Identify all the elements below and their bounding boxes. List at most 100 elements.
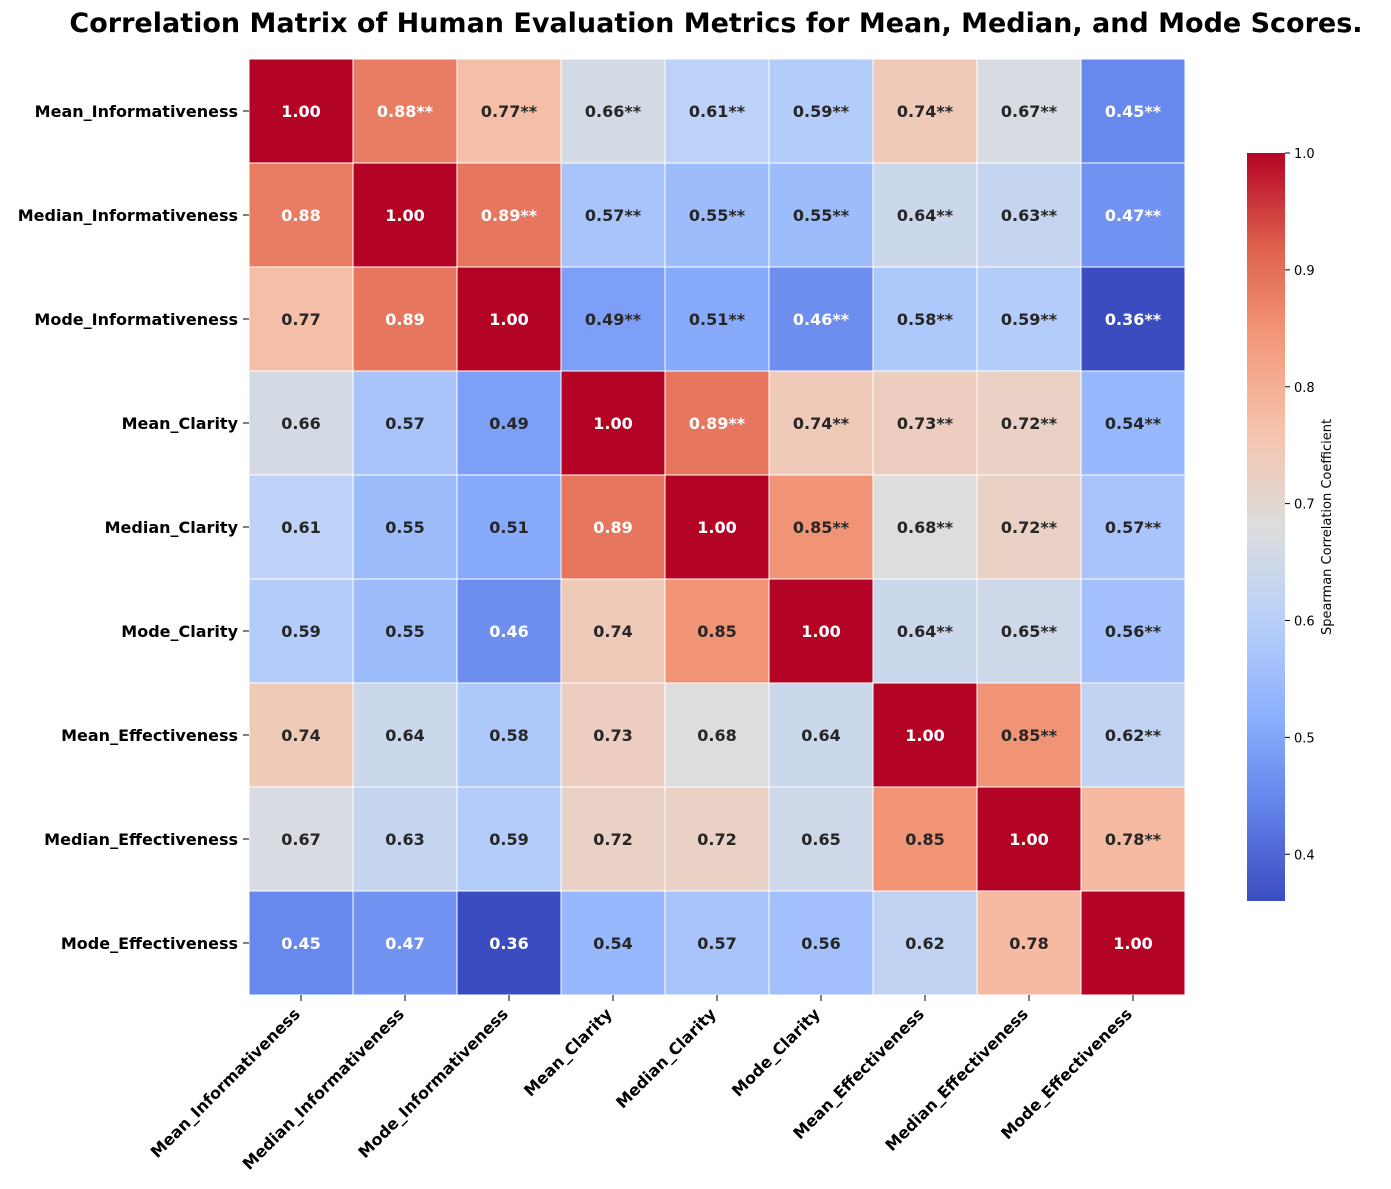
heatmap-cell <box>664 890 770 996</box>
heatmap-cell <box>664 786 770 892</box>
heatmap-cell <box>768 162 874 268</box>
heatmap-cell <box>456 786 562 892</box>
cell-value-label: 0.68** <box>897 518 954 537</box>
cell-value-label: 0.63 <box>385 830 424 849</box>
heatmap-cell <box>456 266 562 372</box>
cell-value-label: 0.67** <box>1001 102 1058 121</box>
column-label: Mean_Clarity <box>520 1004 616 1100</box>
heatmap-cell <box>1080 890 1186 996</box>
cell-value-label: 0.65 <box>801 830 840 849</box>
cell-value-label: 0.72 <box>697 830 736 849</box>
cell-value-label: 0.59** <box>793 102 850 121</box>
colorbar-tick-label: 0.8 <box>1294 381 1315 396</box>
cell-value-label: 1.00 <box>1009 830 1048 849</box>
heatmap-cell <box>560 162 666 268</box>
cell-value-label: 0.45** <box>1105 102 1162 121</box>
heatmap-cell <box>248 266 354 372</box>
cell-value-label: 0.57 <box>385 414 424 433</box>
cell-value-label: 0.73** <box>897 414 954 433</box>
heatmap-cell <box>768 474 874 580</box>
heatmap-cell <box>352 890 458 996</box>
colorbar: 0.4 0.5 0.6 0.7 0.8 0.9 1.0 Spearman Correlatio… <box>1247 147 1335 901</box>
cell-value-label: 0.46** <box>793 310 850 329</box>
heatmap-cell <box>352 682 458 788</box>
cell-value-label: 0.61** <box>689 102 746 121</box>
cell-value-label: 0.63** <box>1001 206 1058 225</box>
cell-value-label: 0.55** <box>793 206 850 225</box>
heatmap-cell <box>872 162 978 268</box>
heatmap-cell <box>1080 474 1186 580</box>
colorbar-tick-label: 0.7 <box>1294 498 1315 513</box>
heatmap-cell <box>560 58 666 164</box>
cell-value-label: 0.72 <box>593 830 632 849</box>
cell-value-label: 0.77** <box>481 102 538 121</box>
cell-value-label: 0.51 <box>489 518 528 537</box>
cell-value-label: 0.59 <box>281 622 320 641</box>
cell-value-label: 0.46 <box>489 622 528 641</box>
cell-value-label: 0.59 <box>489 830 528 849</box>
cell-value-label: 0.62 <box>905 934 944 953</box>
cell-value-label: 1.00 <box>905 726 944 745</box>
cell-value-label: 0.57 <box>697 934 736 953</box>
heatmap-cell <box>976 58 1082 164</box>
cell-value-label: 0.57** <box>1105 518 1162 537</box>
cell-value-label: 0.73 <box>593 726 632 745</box>
cell-value-label: 0.65** <box>1001 622 1058 641</box>
cell-value-label: 0.66** <box>585 102 642 121</box>
heatmap-cell <box>456 162 562 268</box>
heatmap-cell <box>352 578 458 684</box>
cell-value-label: 0.89** <box>689 414 746 433</box>
cell-value-label: 1.00 <box>593 414 632 433</box>
cell-value-label: 0.89 <box>385 310 424 329</box>
heatmap-cell <box>248 474 354 580</box>
cell-value-label: 0.55 <box>385 622 424 641</box>
heatmap-cell <box>976 370 1082 476</box>
row-label: Median_Clarity <box>105 518 239 537</box>
cell-value-label: 0.74 <box>281 726 320 745</box>
colorbar-tick-label: 1.0 <box>1294 147 1315 162</box>
cell-value-label: 0.54** <box>1105 414 1162 433</box>
column-label: Median_Clarity <box>612 1004 720 1112</box>
cell-value-label: 0.74** <box>793 414 850 433</box>
cell-value-label: 0.66 <box>281 414 320 433</box>
heatmap-cell <box>664 58 770 164</box>
heatmap-cell <box>1080 786 1186 892</box>
cell-value-label: 0.89** <box>481 206 538 225</box>
heatmap-cell <box>248 682 354 788</box>
heatmap-cell <box>976 578 1082 684</box>
cell-value-label: 0.58 <box>489 726 528 745</box>
cell-value-label: 0.64 <box>385 726 424 745</box>
cell-value-label: 0.62** <box>1105 726 1162 745</box>
heatmap-cell <box>872 890 978 996</box>
cell-value-label: 0.51** <box>689 310 746 329</box>
cell-value-label: 0.56 <box>801 934 840 953</box>
cell-value-label: 0.74** <box>897 102 954 121</box>
heatmap-cell <box>872 266 978 372</box>
heatmap-cell <box>456 682 562 788</box>
cell-value-label: 0.64** <box>897 206 954 225</box>
heatmap-cell <box>560 890 666 996</box>
heatmap-cell <box>248 578 354 684</box>
heatmap-cell <box>1080 578 1186 684</box>
heatmap-cell <box>456 578 562 684</box>
heatmap-cell <box>872 786 978 892</box>
heatmap-cell <box>768 58 874 164</box>
cell-value-label: 0.55** <box>689 206 746 225</box>
row-label: Median_Effectiveness <box>44 830 238 849</box>
heatmap-cell <box>352 370 458 476</box>
cell-value-label: 0.45 <box>281 934 320 953</box>
heatmap-cell <box>664 578 770 684</box>
colorbar-gradient <box>1247 153 1285 901</box>
row-label: Median_Informativeness <box>18 206 238 225</box>
cell-value-label: 0.78** <box>1105 830 1162 849</box>
colorbar-tick-label: 0.4 <box>1294 848 1315 863</box>
cell-value-label: 1.00 <box>801 622 840 641</box>
row-label: Mode_Clarity <box>121 622 238 641</box>
cell-value-label: 1.00 <box>281 102 320 121</box>
heatmap-cell <box>456 890 562 996</box>
heatmap-cell <box>560 266 666 372</box>
cell-value-label: 0.47 <box>385 934 424 953</box>
colorbar-tick-label: 0.6 <box>1294 615 1315 630</box>
heatmap-cell <box>768 890 874 996</box>
cell-value-label: 0.88 <box>281 206 320 225</box>
